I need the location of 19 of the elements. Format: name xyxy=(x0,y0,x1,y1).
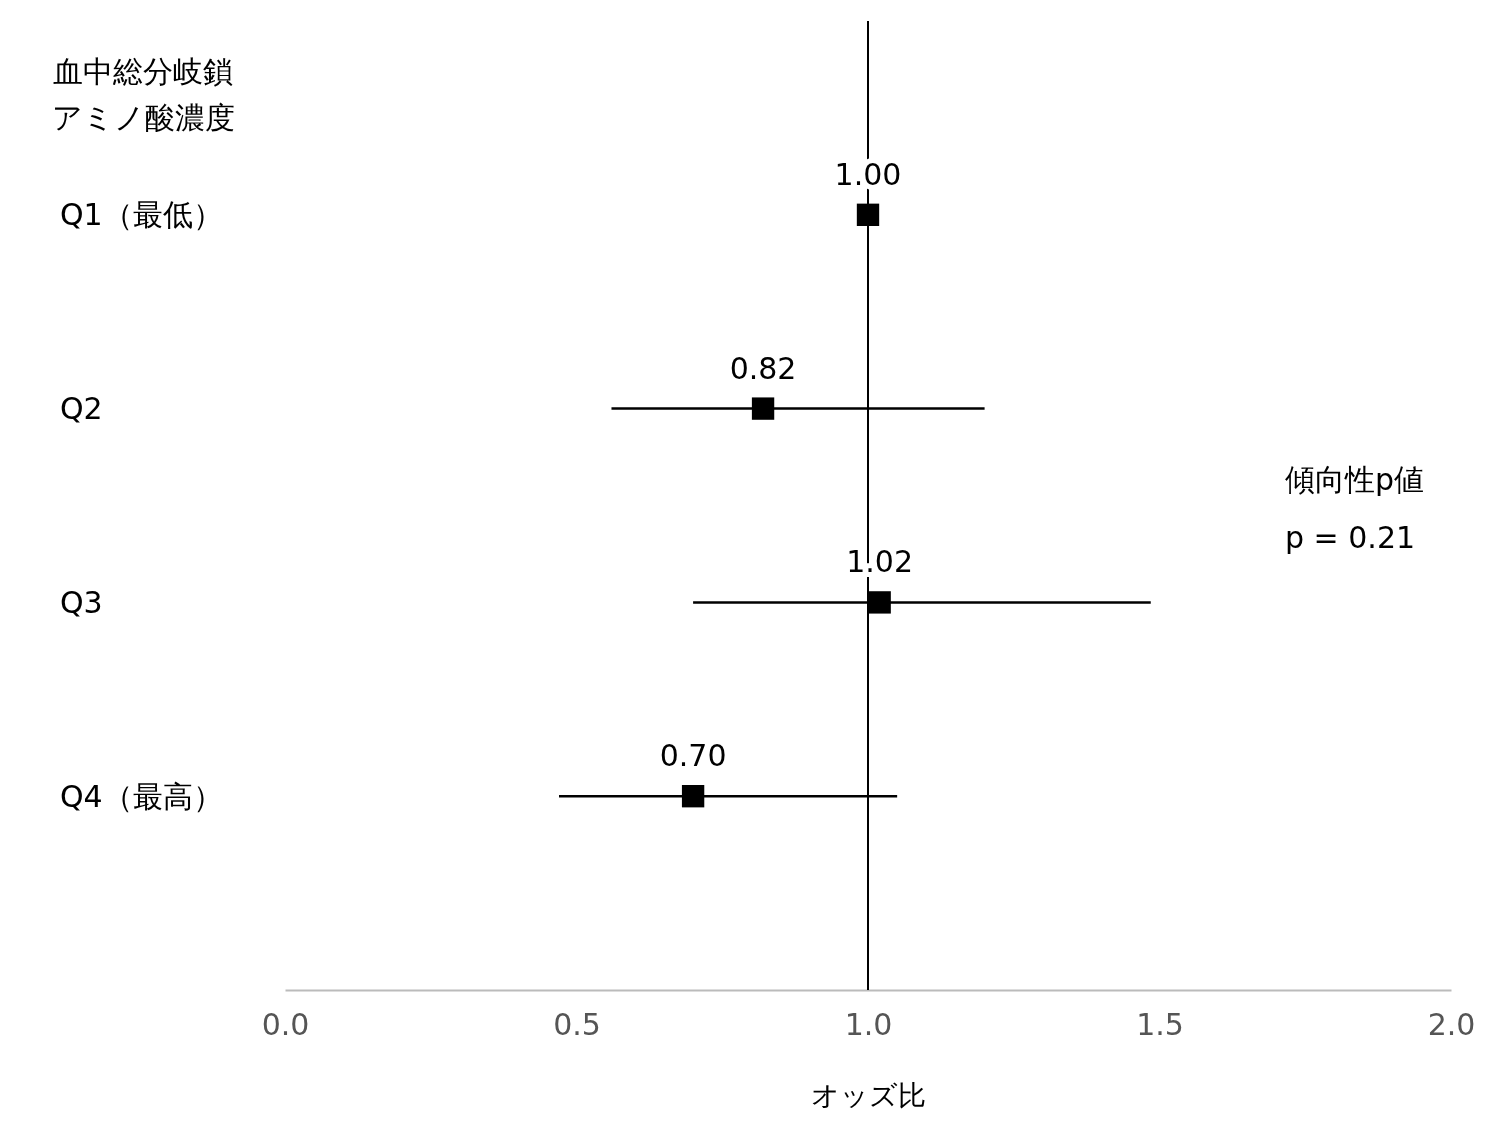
x-axis-title: オッズ比 xyxy=(810,1079,926,1112)
x-tick-label: 2.0 xyxy=(1427,1007,1476,1043)
point xyxy=(681,785,705,808)
y-tick-label: Q4（最高） xyxy=(60,778,223,814)
data-label: 0.70 xyxy=(659,738,727,774)
y-tick-label: Q1（最低） xyxy=(60,197,223,233)
point xyxy=(856,203,880,226)
point xyxy=(751,397,775,420)
y-axis-title: 血中総分岐鎖アミノ酸濃度 xyxy=(51,54,235,135)
annotation: p = 0.21 xyxy=(1285,520,1416,555)
data-label: 0.82 xyxy=(729,350,797,386)
x-tick-label: 1.5 xyxy=(1136,1007,1184,1043)
point xyxy=(868,591,891,614)
x-tick-label: 0.5 xyxy=(553,1007,601,1043)
x-tick-label: 0.0 xyxy=(261,1007,310,1043)
annotation: 傾向性p値 xyxy=(1285,462,1425,497)
y-tick-label: Q2 xyxy=(60,391,103,427)
x-tick-label: 1.0 xyxy=(844,1007,893,1043)
y-tick-label: Q3 xyxy=(60,584,103,620)
